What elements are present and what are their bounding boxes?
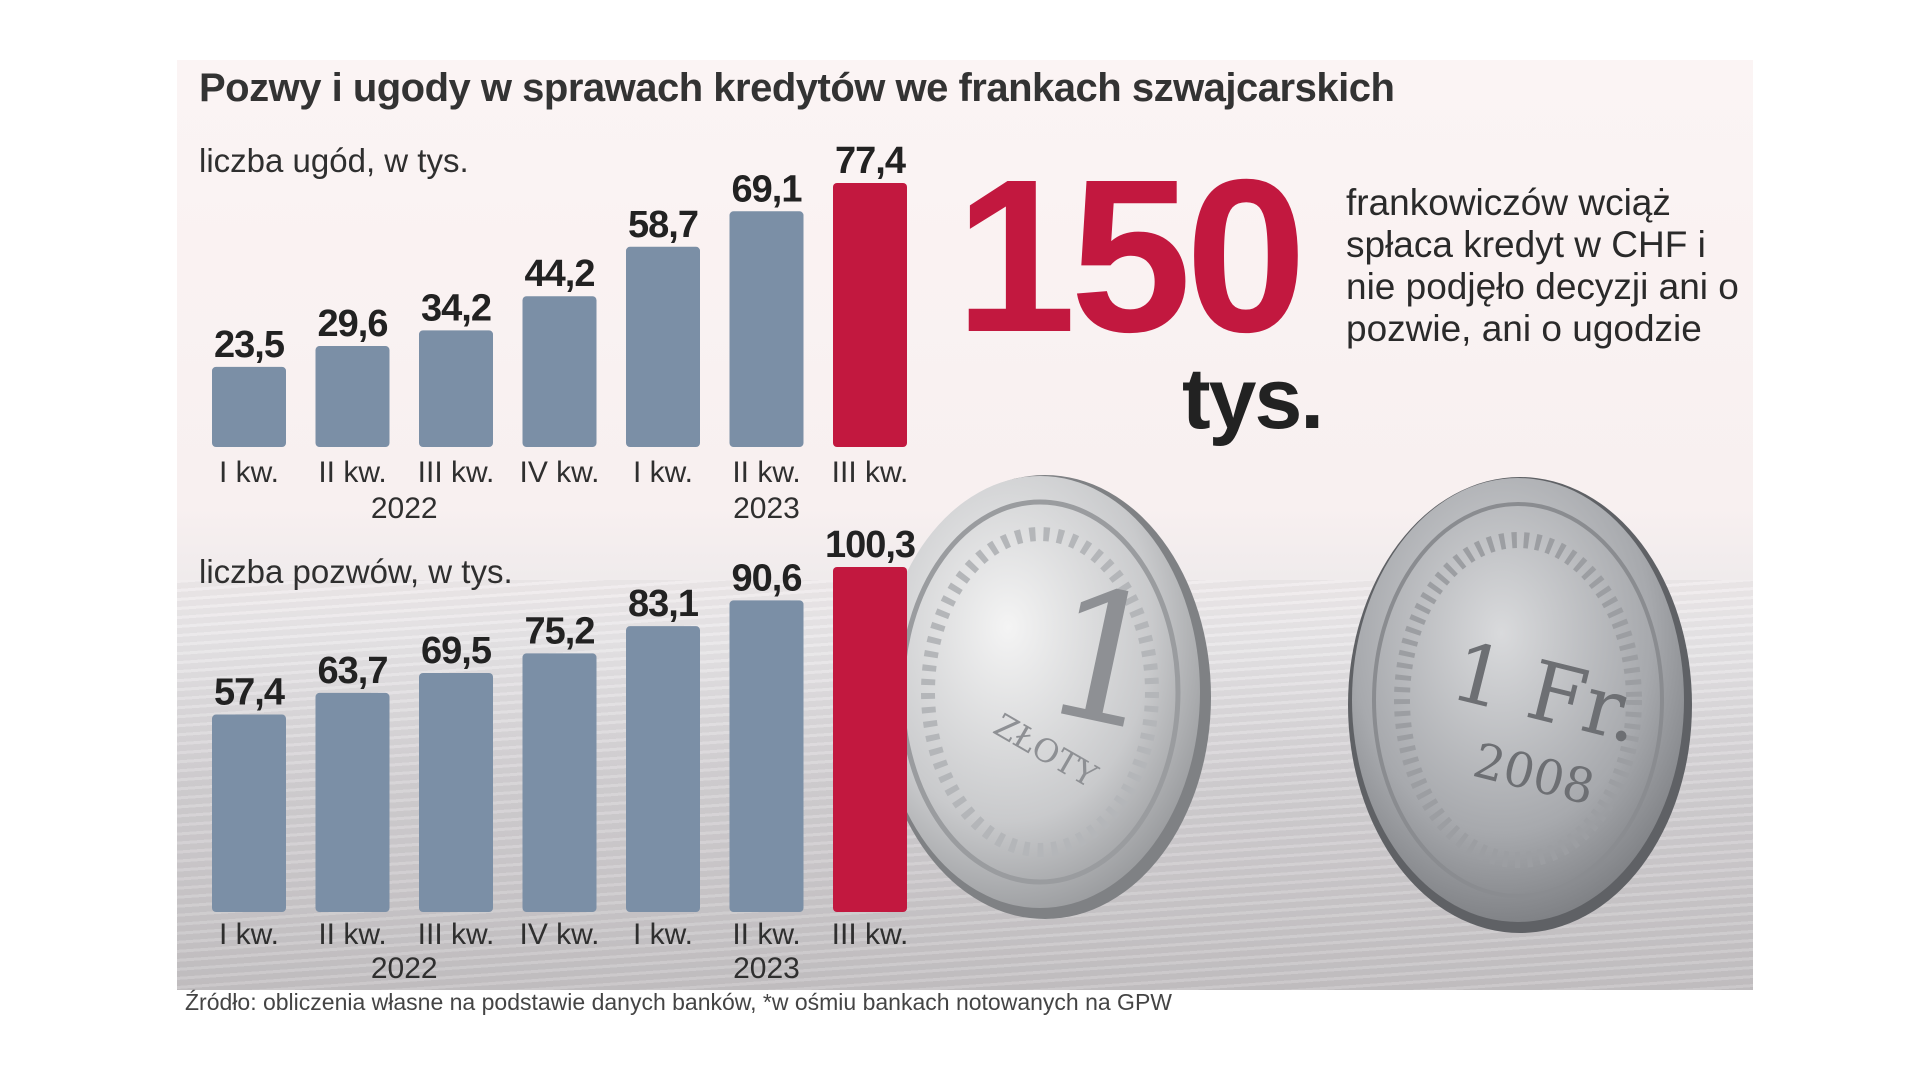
category-label: I kw. bbox=[219, 456, 279, 489]
bar bbox=[212, 714, 286, 912]
bar-chart-1: 23,5 I kw. 29,6 II kw. 34,2 III kw. 44,2 IV kw.… bbox=[212, 140, 908, 525]
category-label: I kw. bbox=[633, 456, 693, 489]
bar bbox=[419, 330, 493, 447]
category-label: III kw. bbox=[418, 456, 495, 489]
bar-value-label: 23,5 bbox=[214, 324, 285, 366]
bar bbox=[315, 346, 390, 447]
category-label: II kw. bbox=[318, 456, 386, 489]
bar-value-label: 57,4 bbox=[214, 672, 285, 714]
bar-value-label: 69,5 bbox=[421, 630, 492, 672]
category-label: IV kw. bbox=[519, 918, 599, 951]
bar-value-label: 58,7 bbox=[628, 204, 698, 246]
headline-unit: tys. bbox=[1182, 351, 1324, 447]
bar bbox=[729, 211, 804, 447]
year-label: 2023 bbox=[733, 952, 800, 985]
bar bbox=[212, 366, 286, 447]
bar bbox=[833, 567, 907, 912]
bar bbox=[729, 600, 804, 912]
category-label: I kw. bbox=[633, 918, 693, 951]
bar-value-label: 90,6 bbox=[732, 557, 802, 599]
category-label: II kw. bbox=[732, 918, 800, 951]
bar bbox=[833, 183, 907, 447]
category-label: II kw. bbox=[732, 456, 800, 489]
headline-number: 150 bbox=[955, 135, 1307, 378]
category-label: III kw. bbox=[418, 918, 495, 951]
headline-text: frankowiczów wciąż spłaca kredyt w CHF i… bbox=[1346, 182, 1739, 349]
bar-value-label: 69,1 bbox=[732, 168, 803, 210]
category-label: I kw. bbox=[219, 918, 279, 951]
bar-value-label: 77,4 bbox=[835, 140, 906, 182]
bar-value-label: 75,2 bbox=[525, 610, 595, 652]
chart-title: Pozwy i ugody w sprawach kredytów we fra… bbox=[199, 66, 1395, 110]
year-label: 2022 bbox=[371, 952, 438, 985]
bar-value-label: 34,2 bbox=[421, 287, 491, 329]
lawsuits-subtitle: liczba pozwów, w tys. bbox=[199, 553, 513, 590]
franc-coin: 1 Fr. 2008 bbox=[1348, 477, 1692, 933]
bar-value-label: 29,6 bbox=[318, 303, 388, 345]
year-label: 2023 bbox=[733, 492, 800, 525]
category-label: III kw. bbox=[832, 456, 909, 489]
category-label: II kw. bbox=[318, 918, 386, 951]
bar-value-label: 44,2 bbox=[525, 253, 595, 295]
source-note: Źródło: obliczenia własne na podstawie d… bbox=[185, 989, 1173, 1015]
bar-value-label: 100,3 bbox=[825, 524, 915, 566]
bar-value-label: 83,1 bbox=[628, 583, 699, 625]
bar bbox=[522, 296, 597, 447]
settlements-subtitle: liczba ugód, w tys. bbox=[199, 142, 469, 179]
bar bbox=[522, 653, 597, 912]
bar bbox=[315, 692, 390, 912]
zloty-coin: 1 ZŁOTY bbox=[879, 475, 1211, 919]
bar bbox=[626, 246, 700, 447]
bar-value-label: 63,7 bbox=[318, 650, 388, 692]
bar bbox=[626, 626, 700, 912]
bar bbox=[419, 672, 493, 912]
bar-chart-2: 57,4 I kw. 63,7 II kw. 69,5 III kw. 75,2 IV kw.… bbox=[212, 524, 916, 985]
category-label: IV kw. bbox=[519, 456, 599, 489]
category-label: III kw. bbox=[832, 918, 909, 951]
year-label: 2022 bbox=[371, 492, 438, 525]
